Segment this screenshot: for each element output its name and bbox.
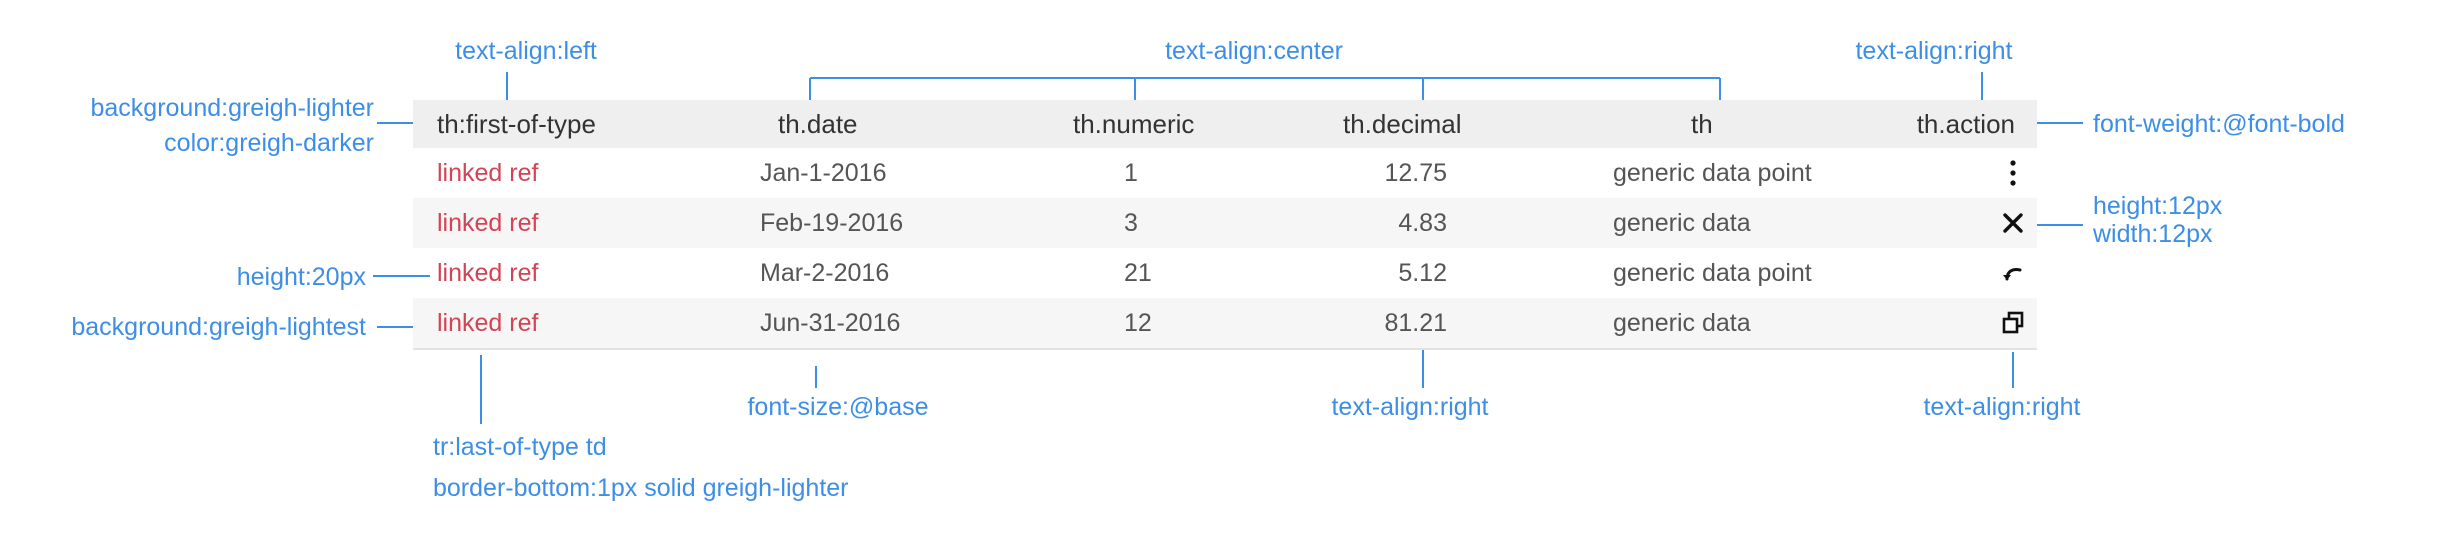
text-cell: generic data point xyxy=(1613,158,1812,187)
annotation-align-left: text-align:left xyxy=(455,37,597,65)
annotation-color-darker: color:greigh-darker xyxy=(164,129,374,157)
header-plain: th xyxy=(1691,108,1713,139)
text-cell: generic data point xyxy=(1613,258,1812,287)
linked-ref[interactable]: linked ref xyxy=(437,258,539,287)
table-row: linked ref Jun-31-2016 12 81.21 generic … xyxy=(413,298,2037,350)
linked-ref[interactable]: linked ref xyxy=(437,158,539,187)
annotation-border-bottom: border-bottom:1px solid greigh-lighter xyxy=(433,474,849,502)
numeric-cell: 12 xyxy=(1124,308,1152,337)
text-cell: generic data xyxy=(1613,308,1751,337)
more-vertical-icon[interactable] xyxy=(1997,148,2029,198)
numeric-cell: 3 xyxy=(1124,208,1138,237)
decimal-cell: 12.75 xyxy=(1384,158,1447,187)
header-numeric: th.numeric xyxy=(1073,108,1195,139)
date-cell: Jan-1-2016 xyxy=(760,158,887,187)
undo-icon[interactable] xyxy=(1997,248,2029,298)
header-first-of-type: th:first-of-type xyxy=(437,108,596,139)
table-row: linked ref Mar-2-2016 21 5.12 generic da… xyxy=(413,248,2037,298)
numeric-cell: 1 xyxy=(1124,158,1138,187)
table-header-row: th:first-of-type th.date th.numeric th.d… xyxy=(413,100,2037,148)
date-cell: Mar-2-2016 xyxy=(760,258,890,287)
linked-ref[interactable]: linked ref xyxy=(437,308,539,337)
annotation-height-12: height:12px xyxy=(2093,192,2223,220)
annotation-background-lighter: background:greigh-lighter xyxy=(90,94,374,122)
annotation-font-size: font-size:@base xyxy=(747,393,929,421)
close-icon[interactable] xyxy=(1997,198,2029,248)
copy-icon[interactable] xyxy=(1997,298,2029,348)
decimal-cell: 4.83 xyxy=(1398,208,1447,237)
annotation-background-lightest: background:greigh-lightest xyxy=(71,313,366,341)
annotation-align-right: text-align:right xyxy=(1855,37,2013,65)
decimal-cell: 81.21 xyxy=(1384,308,1447,337)
header-decimal: th.decimal xyxy=(1343,108,1462,139)
annotation-decimal-align-right: text-align:right xyxy=(1331,393,1489,421)
header-action: th.action xyxy=(1916,108,2015,139)
annotation-last-of-type: tr:last-of-type td xyxy=(433,433,607,461)
date-cell: Feb-19-2016 xyxy=(760,208,904,237)
annotation-align-center: text-align:center xyxy=(1165,37,1343,65)
sample-table: th:first-of-type th.date th.numeric th.d… xyxy=(413,100,2037,350)
date-cell: Jun-31-2016 xyxy=(760,308,901,337)
header-date: th.date xyxy=(778,108,858,139)
table-row: linked ref Feb-19-2016 3 4.83 generic da… xyxy=(413,198,2037,248)
annotation-height-20: height:20px xyxy=(236,263,366,291)
text-cell: generic data xyxy=(1613,208,1751,237)
numeric-cell: 21 xyxy=(1124,258,1152,287)
table-row: linked ref Jan-1-2016 1 12.75 generic da… xyxy=(413,148,2037,198)
annotation-font-weight: font-weight:@font-bold xyxy=(2093,110,2345,138)
linked-ref[interactable]: linked ref xyxy=(437,208,539,237)
annotation-action-align-right: text-align:right xyxy=(1923,393,2081,421)
decimal-cell: 5.12 xyxy=(1398,258,1447,287)
annotation-width-12: width:12px xyxy=(2093,220,2213,248)
